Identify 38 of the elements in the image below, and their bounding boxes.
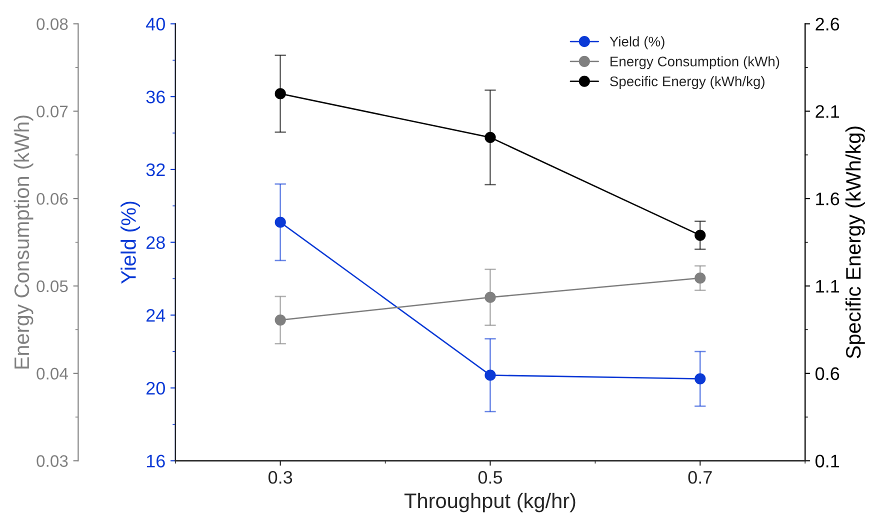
y-tick-label: 20 [146,382,165,395]
y2-tick-label: 2.1 [816,105,840,118]
point [694,373,706,384]
y3-tick-label: 0.04 [36,368,68,380]
point [484,292,496,303]
point [484,370,496,381]
legend-label: Specific Energy (kWh/kg) [610,76,764,90]
point [694,230,706,241]
point [484,132,496,143]
y2-tick-label: 1.1 [816,280,840,293]
y-tick-label: 36 [146,90,165,104]
y-tick-label: 32 [146,163,165,176]
y3-tick-label: 0.03 [36,455,68,467]
y-tick-label: 40 [146,18,165,31]
y-tick-label: 16 [146,454,165,468]
point [694,272,706,284]
point [274,314,286,326]
x-axis-title: Throughput (kg/hr) [404,492,576,512]
y2-axis-title: Specific Energy (kWh/kg) [845,126,865,358]
y-tick-label: 28 [146,236,165,249]
y2-tick-label: 1.6 [816,192,840,206]
y3-axis-title: Energy Consumption (kWh) [14,116,34,369]
y3-tick-label: 0.07 [36,106,68,118]
x-tick-label: 0.3 [268,470,292,484]
y2-tick-label: 0.1 [816,454,840,468]
y-tick-label: 24 [146,309,166,322]
x-tick-label: 0.5 [478,470,502,484]
y3-tick-label: 0.08 [36,18,68,30]
point [274,216,286,228]
y3-tick-label: 0.05 [36,280,68,292]
y3-tick-label: 0.06 [36,192,68,205]
x-tick-label: 0.7 [688,470,712,484]
y2-tick-label: 0.6 [816,367,840,380]
y-axis-title: Yield (%) [120,202,140,284]
point [274,88,286,100]
legend-label: Yield (%) [610,36,664,50]
legend-label: Energy Consumption (kWh) [610,56,780,70]
y2-tick-label: 2.6 [816,18,840,31]
